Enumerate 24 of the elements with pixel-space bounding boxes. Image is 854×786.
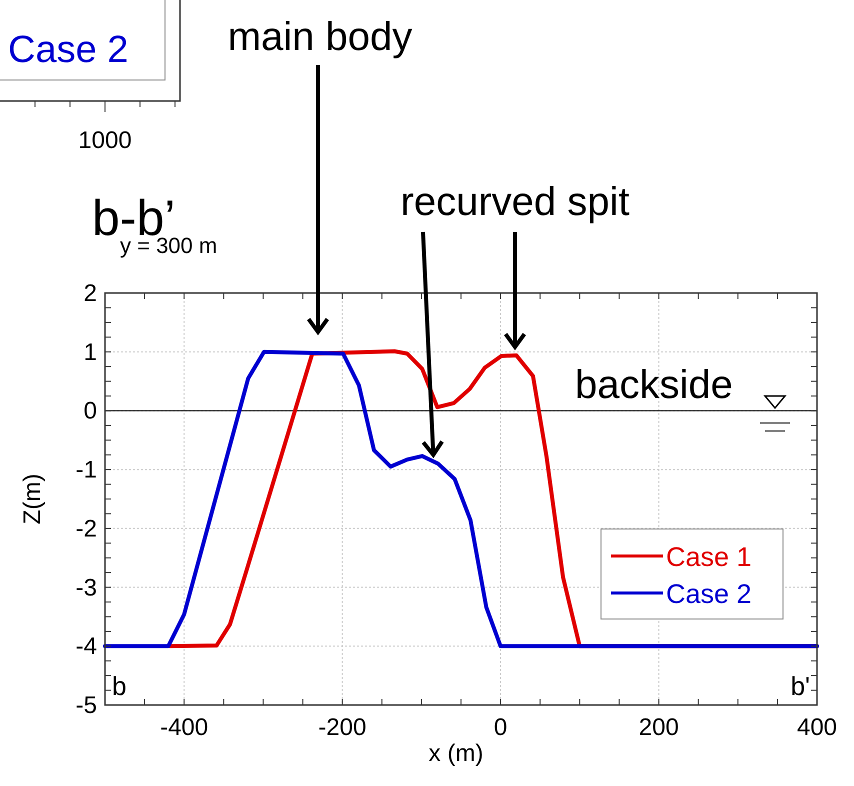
y-tick-label: 2 [84,280,97,307]
text: Case 2 [8,29,128,71]
legend-label: Case 1 [666,542,752,572]
y-axis-title: Z(m) [19,474,46,524]
y-tick-label: -1 [76,456,97,484]
y-tick-label: -5 [76,692,97,719]
x-tick-label: 0 [494,714,508,741]
annotation: b [112,671,126,701]
annotation: backside [575,363,733,407]
y-tick-label: -3 [76,574,97,602]
y-tick-label: 0 [84,398,97,425]
x-tick-label: 400 [796,714,838,741]
y-tick-label: 1 [84,338,97,366]
y-tick-label: -4 [76,633,97,660]
legend-label: Case 2 [666,579,752,609]
annotation: b' [790,671,810,701]
annotation: recurved spit [400,180,630,224]
x-axis-title: x (m) [428,740,484,767]
text: main body [228,15,412,59]
x-tick-label: -400 [160,714,208,741]
x-tick-label: -200 [318,714,366,741]
text: 1000 [78,127,132,154]
x-tick-label: 200 [638,714,679,741]
y-tick-label: -2 [76,515,97,542]
